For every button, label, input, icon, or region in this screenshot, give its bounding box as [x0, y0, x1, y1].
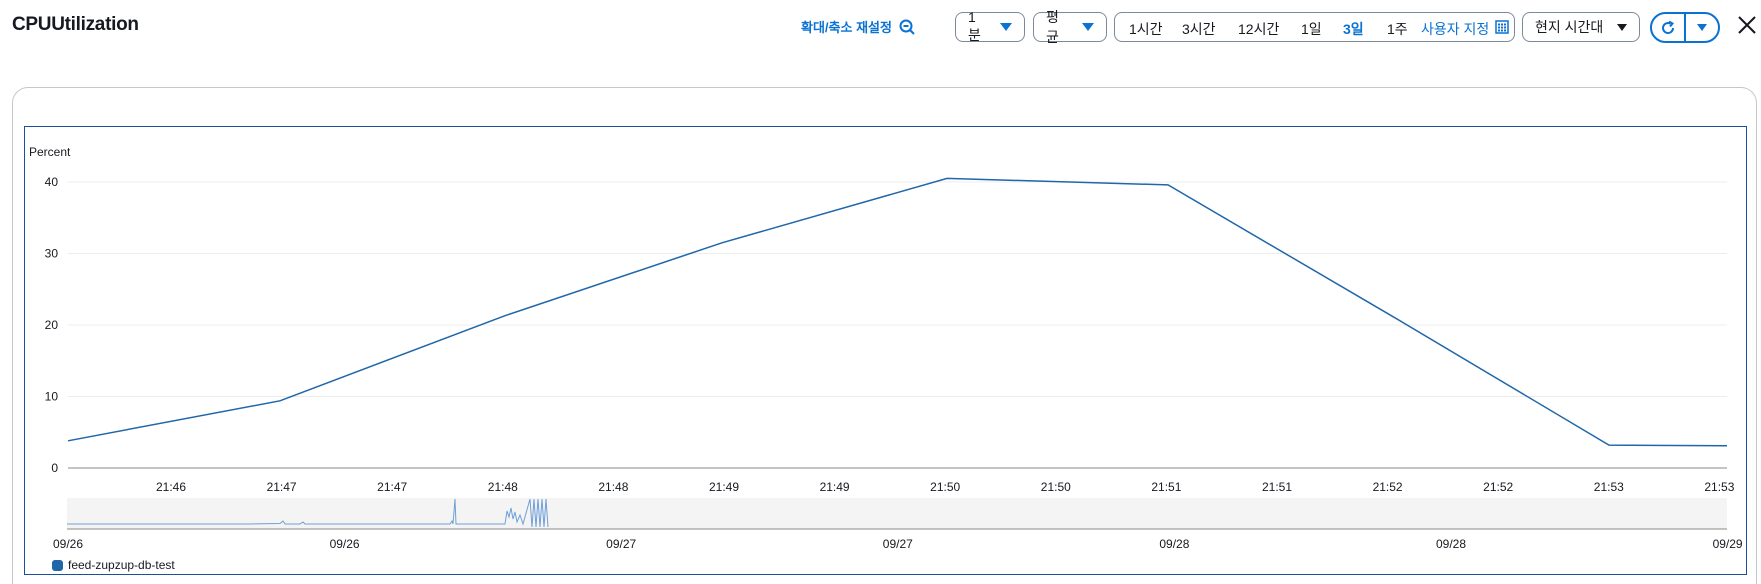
range-3d[interactable]: 3일 [1343, 21, 1364, 37]
y-tick-label: 40 [45, 175, 59, 189]
timezone-value: 현지 시간대 [1535, 19, 1604, 35]
range-1h[interactable]: 1시간 [1129, 21, 1163, 37]
x-tick-label: 21:51 [1151, 480, 1181, 494]
y-tick-label: 30 [45, 247, 59, 261]
x-tick-label: 21:50 [930, 480, 960, 494]
x-tick-label: 21:50 [1041, 480, 1071, 494]
time-range-selector: 1시간 3시간 12시간 1일 3일 1주 사용자 지정 [1114, 12, 1515, 42]
legend-swatch [52, 559, 63, 571]
x-tick-label: 21:49 [709, 480, 739, 494]
x-tick-label: 21:53 [1594, 480, 1624, 494]
x-tick-label: 21:46 [156, 480, 186, 494]
close-icon[interactable] [1736, 14, 1758, 36]
chart-card [12, 87, 1757, 584]
range-1d[interactable]: 1일 [1301, 21, 1322, 37]
x-tick-label: 21:52 [1483, 480, 1513, 494]
overview-tick-label: 09/26 [53, 537, 83, 551]
caret-down-icon [1697, 24, 1707, 31]
period-dropdown[interactable]: 1분 [955, 9, 1025, 43]
legend-label: feed-zupzup-db-test [68, 558, 175, 572]
timezone-dropdown[interactable]: 현지 시간대 [1522, 12, 1640, 42]
overview-series-line [67, 498, 549, 528]
refresh-button[interactable] [1652, 14, 1686, 41]
x-tick-label: 21:48 [488, 480, 518, 494]
statistic-value: 평균 [1046, 9, 1059, 45]
caret-down-icon [1082, 23, 1094, 31]
y-tick-label: 10 [45, 390, 59, 404]
legend: feed-zupzup-db-test [52, 558, 175, 572]
overview-tick-label: 09/28 [1159, 537, 1189, 551]
series-line [67, 177, 1728, 447]
reset-zoom-label: 확대/축소 재설정 [801, 20, 892, 35]
x-tick-label: 21:52 [1373, 480, 1403, 494]
chart-frame [24, 126, 1747, 575]
calendar-icon[interactable] [1495, 20, 1509, 34]
y-tick-label: 0 [51, 461, 58, 475]
page-title: CPUUtilization [12, 14, 139, 35]
statistic-dropdown[interactable]: 평균 [1033, 9, 1107, 45]
y-tick-label: 20 [45, 318, 59, 332]
x-tick-label: 21:51 [1262, 480, 1292, 494]
overview-tick-label: 09/27 [606, 537, 636, 551]
range-3h[interactable]: 3시간 [1182, 21, 1216, 37]
caret-down-icon [1000, 23, 1012, 31]
x-tick-label: 21:47 [267, 480, 297, 494]
range-custom[interactable]: 사용자 지정 [1421, 21, 1490, 37]
caret-down-icon [1617, 23, 1627, 31]
overview-tick-label: 09/26 [330, 537, 360, 551]
zoom-out-icon [899, 19, 915, 35]
period-value: 1분 [968, 9, 981, 43]
refresh-icon [1662, 20, 1675, 34]
x-tick-label: 21:53 [1704, 480, 1734, 494]
x-tick-label: 21:48 [598, 480, 628, 494]
x-tick-label: 21:49 [820, 480, 850, 494]
refresh-options-button[interactable] [1686, 14, 1718, 41]
overview-tick-label: 09/29 [1713, 537, 1743, 551]
refresh-control [1650, 12, 1720, 43]
range-1w[interactable]: 1주 [1387, 21, 1408, 37]
reset-zoom-button[interactable]: 확대/축소 재설정 [801, 17, 915, 36]
y-axis-label: Percent [29, 145, 71, 159]
overview-tick-label: 09/27 [883, 537, 913, 551]
range-12h[interactable]: 12시간 [1238, 21, 1280, 37]
x-tick-label: 21:47 [377, 480, 407, 494]
overview-tick-label: 09/28 [1436, 537, 1466, 551]
